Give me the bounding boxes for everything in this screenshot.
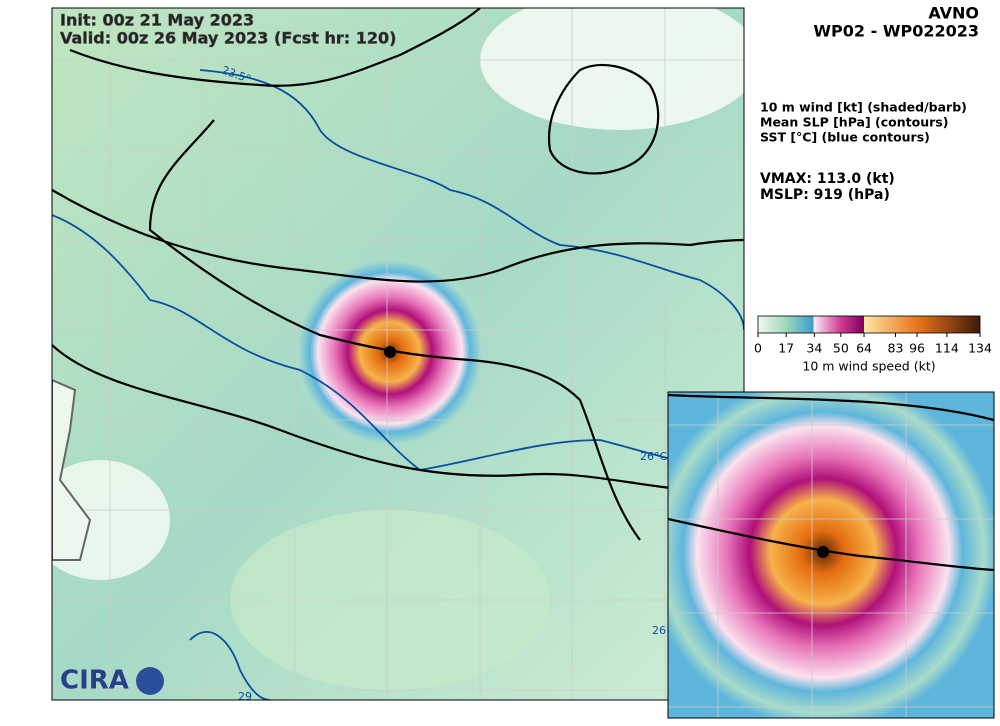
storm-center	[384, 346, 396, 358]
main-map: 23.5° 26°C 26 29 CIRA	[52, 8, 744, 703]
sst-contour	[199, 69, 744, 331]
logo-icon	[136, 667, 164, 695]
colorbar-ticks: 0 17 34 50 64 83 96 114 134	[754, 333, 992, 356]
colorbar-tick-label: 83	[888, 341, 904, 356]
colorbar-tick-label: 17	[778, 341, 794, 356]
mslp: MSLP: 919 (hPa)	[760, 187, 890, 203]
colorbar-tick-label: 0	[754, 341, 762, 356]
colorbar-tick-label: 134	[968, 341, 992, 356]
vmax: VMAX: 113.0 (kt)	[760, 171, 895, 187]
track	[148, 119, 641, 541]
coastline	[52, 378, 92, 561]
slp-contour	[69, 8, 481, 87]
colorbar-tick-label: 64	[856, 341, 872, 356]
map-frame	[51, 7, 745, 701]
grid	[52, 8, 744, 700]
contour-label: 29	[238, 690, 252, 703]
field-label: Mean SLP [hPa] (contours)	[760, 115, 948, 130]
contour-label: 26	[652, 624, 666, 637]
field-label: SST [°C] (blue contours)	[760, 130, 930, 145]
field-label: 10 m wind [kt] (shaded/barb)	[760, 100, 967, 115]
init-text: Init: 00z 21 May 2023	[60, 11, 254, 30]
slp-contour	[547, 63, 660, 175]
colorbar-label: 10 m wind speed (kt)	[802, 359, 935, 374]
model-name: AVNO	[928, 4, 979, 23]
colorbar-tick-label: 50	[833, 341, 849, 356]
slp-contour	[668, 393, 994, 422]
storm-id: WP02 - WP022023	[813, 22, 979, 41]
track	[668, 517, 994, 572]
sst-contour	[189, 631, 271, 700]
inset-map	[668, 392, 994, 718]
colorbar-tick-label: 114	[935, 341, 959, 356]
inset-frame	[667, 391, 995, 719]
valid-text: Valid: 00z 26 May 2023 (Fcst hr: 120)	[60, 29, 396, 48]
slp-contour	[52, 189, 744, 283]
storm-center	[817, 546, 829, 558]
sst-contour	[52, 214, 744, 471]
colorbar-tick-label: 34	[806, 341, 822, 356]
logo: CIRA	[60, 666, 129, 696]
contour-label: 26°C	[640, 450, 667, 463]
colorbar	[757, 315, 981, 334]
colorbar-tick-label: 96	[909, 341, 925, 356]
